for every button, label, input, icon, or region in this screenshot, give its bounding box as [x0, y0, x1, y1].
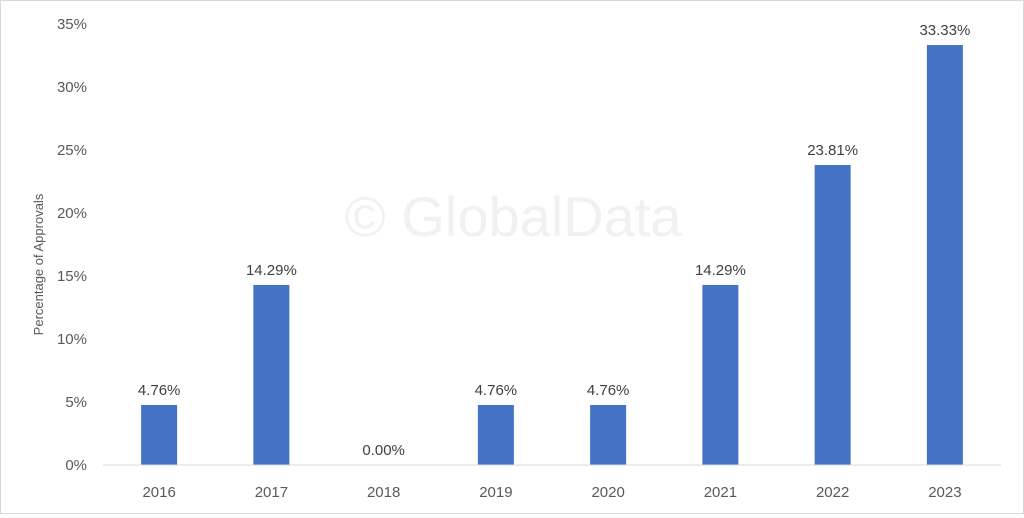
y-tick-label: 30% — [57, 79, 87, 96]
y-tick-label: 25% — [57, 142, 87, 159]
y-tick-label: 35% — [57, 16, 87, 33]
x-tick-label: 2020 — [591, 484, 624, 501]
bar — [477, 405, 514, 465]
y-tick-label: 0% — [65, 457, 87, 474]
y-axis-title: Percentage of Approvals — [31, 193, 46, 335]
data-labels: 4.76% 14.29% 0.00% 4.76% 4.76% 14.29% 23.81% 33… — [138, 22, 970, 459]
bar-value-label: 14.29% — [695, 262, 746, 279]
x-axis-ticks: 2016 2017 2018 2019 2020 2021 2022 2023 — [142, 484, 961, 501]
bar — [253, 284, 290, 465]
y-tick-label: 20% — [57, 205, 87, 222]
x-tick-label: 2022 — [816, 484, 849, 501]
bar — [141, 405, 178, 465]
y-axis-ticks: 0% 5% 10% 15% 20% 25% 30% 35% — [57, 16, 87, 474]
x-tick-label: 2018 — [367, 484, 400, 501]
bar — [702, 284, 739, 465]
bar-value-label: 4.76% — [138, 382, 181, 399]
x-tick-label: 2017 — [255, 484, 288, 501]
bar — [814, 164, 851, 465]
y-tick-label: 10% — [57, 331, 87, 348]
bar — [590, 405, 627, 465]
x-tick-label: 2023 — [928, 484, 961, 501]
bar-value-label: 4.76% — [475, 382, 518, 399]
bars — [141, 45, 963, 466]
y-tick-label: 15% — [57, 268, 87, 285]
bar-value-label: 0.00% — [362, 442, 405, 459]
bar-value-label: 14.29% — [246, 262, 297, 279]
x-tick-label: 2021 — [704, 484, 737, 501]
bar-value-label: 4.76% — [587, 382, 630, 399]
bar-value-label: 23.81% — [807, 142, 858, 159]
x-tick-label: 2019 — [479, 484, 512, 501]
x-tick-label: 2016 — [142, 484, 175, 501]
bar-value-label: 33.33% — [919, 22, 970, 39]
watermark: © GlobalData — [345, 185, 683, 248]
y-tick-label: 5% — [65, 394, 87, 411]
bar — [926, 45, 963, 466]
